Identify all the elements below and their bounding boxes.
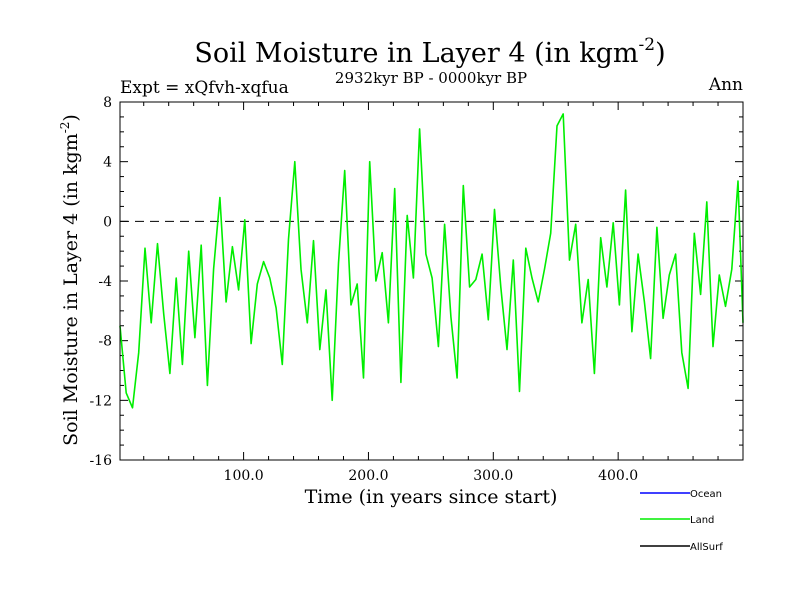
y-tick-label: -8 — [98, 334, 112, 350]
y-axis-label-main: Soil Moisture in Layer 4 (in kgm — [60, 133, 82, 446]
legend-label: AllSurf — [690, 542, 723, 553]
legend-label: Ocean — [690, 489, 722, 500]
time-range-label: 2932kyr BP - 0000kyr BP — [335, 69, 527, 87]
legend-item-allsurf: AllSurf — [640, 542, 723, 553]
y-tick-labels: 8 4 0 -4 -8 -12 -16 — [89, 95, 112, 469]
x-tick-label: 200.0 — [348, 468, 388, 484]
chart-title-main: Soil Moisture in Layer 4 (in kgm — [194, 38, 638, 69]
y-tick-label: 8 — [103, 95, 112, 111]
chart-title: Soil Moisture in Layer 4 (in kgm-2) — [194, 35, 665, 69]
y-tick-label: -12 — [89, 393, 112, 409]
y-tick-label: 0 — [103, 214, 112, 230]
y-tick-label: -16 — [89, 453, 112, 469]
y-tick-label: -4 — [98, 274, 112, 290]
series-line-land — [119, 113, 744, 409]
y-tick-label: 4 — [103, 155, 112, 171]
x-tick-labels: 100.0 200.0 300.0 400.0 — [224, 468, 639, 484]
legend: Ocean Land AllSurf — [640, 489, 723, 553]
x-tick-label: 300.0 — [473, 468, 513, 484]
legend-item-land: Land — [640, 515, 714, 526]
y-axis-label-superscript: -2 — [58, 122, 72, 134]
plot-frame — [119, 101, 744, 461]
x-axis-label: Time (in years since start) — [305, 486, 558, 508]
chart-title-close: ) — [655, 38, 666, 69]
y-axis-label: Soil Moisture in Layer 4 (in kgm-2) — [58, 114, 82, 446]
season-label: Ann — [708, 75, 743, 95]
y-axis-label-close: ) — [60, 114, 82, 121]
legend-item-ocean: Ocean — [640, 489, 722, 500]
x-tick-label: 100.0 — [224, 468, 264, 484]
experiment-label: Expt = xQfvh-xqfua — [120, 78, 289, 98]
chart-title-superscript: -2 — [639, 35, 656, 55]
x-tick-label: 400.0 — [598, 468, 638, 484]
legend-label: Land — [690, 515, 714, 526]
series-group — [119, 113, 744, 409]
